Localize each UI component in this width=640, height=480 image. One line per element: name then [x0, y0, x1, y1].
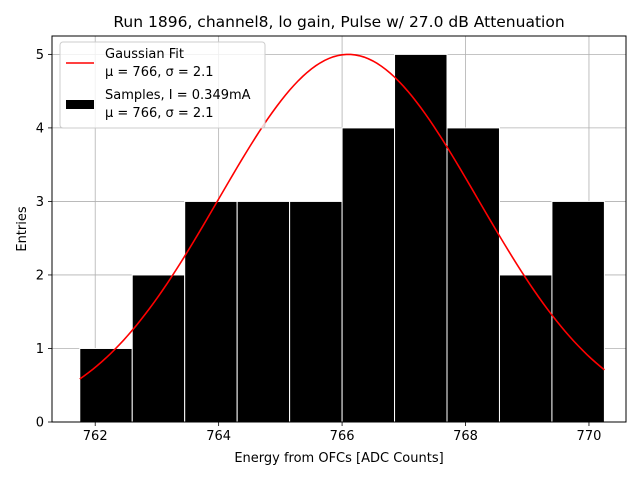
- histogram-bar-10: [551, 200, 605, 423]
- x-tick-label: 762: [83, 429, 108, 444]
- chart-title: Run 1896, channel8, lo gain, Pulse w/ 27…: [113, 13, 564, 31]
- y-tick-label: 2: [36, 268, 44, 283]
- histogram-bar-1: [79, 347, 133, 423]
- histogram-bar-6: [341, 127, 396, 423]
- x-tick-label: 770: [577, 429, 602, 444]
- y-tick-label: 0: [36, 416, 44, 431]
- plot-frame: [51, 35, 627, 423]
- legend: Gaussian Fit μ = 766, σ = 2.1 Samples, I…: [59, 41, 266, 129]
- legend-samples-stats: μ = 766, σ = 2.1: [105, 106, 214, 121]
- y-axis-ticks: 0 1 2 3 4 5: [36, 48, 52, 431]
- histogram-bar-8: [446, 127, 500, 423]
- histogram-bar-4: [236, 200, 291, 423]
- y-tick-label: 5: [36, 48, 44, 63]
- histogram-bar-3: [184, 200, 238, 423]
- histogram-bar-2: [131, 274, 186, 423]
- y-axis-label: Entries: [15, 206, 30, 252]
- x-tick-label: 768: [453, 429, 478, 444]
- y-tick-label: 1: [36, 342, 44, 357]
- x-tick-label: 766: [330, 429, 355, 444]
- histogram-bar-5: [289, 200, 343, 423]
- legend-samples-swatch: [66, 100, 94, 109]
- gaussian-fit-line: [79, 53, 605, 380]
- x-axis-ticks: 762 764 766 768 770: [83, 422, 602, 444]
- y-tick-label: 4: [36, 121, 44, 136]
- legend-samples-label: Samples, I = 0.349mA: [105, 88, 251, 103]
- x-axis-label: Energy from OFCs [ADC Counts]: [234, 451, 443, 466]
- x-tick-label: 764: [206, 429, 231, 444]
- histogram-bar-7: [394, 53, 448, 423]
- histogram-bars: [79, 53, 605, 423]
- legend-fit-label: Gaussian Fit: [105, 47, 184, 62]
- legend-fit-stats: μ = 766, σ = 2.1: [105, 65, 214, 80]
- legend-box: [59, 41, 266, 129]
- y-tick-label: 3: [36, 195, 44, 210]
- histogram-bar-9: [498, 274, 553, 423]
